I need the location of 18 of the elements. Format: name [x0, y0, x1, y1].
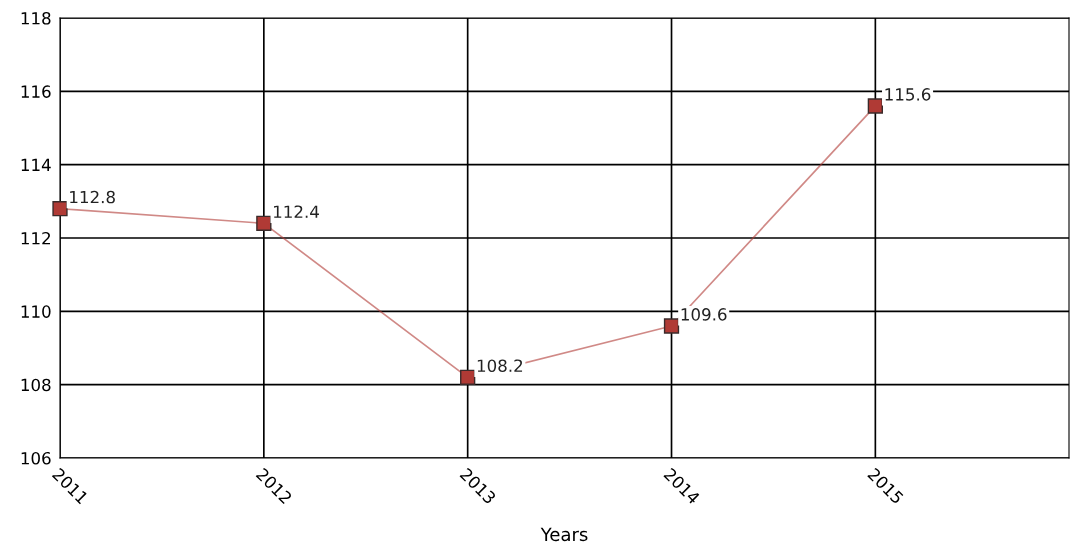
- data-label: 112.8: [70, 190, 115, 204]
- data-label: 112.4: [274, 205, 319, 218]
- x-axis-title: Years: [540, 527, 588, 542]
- point: [460, 369, 476, 385]
- y-tick-label: 108: [21, 378, 51, 392]
- point: [256, 215, 272, 231]
- y-tick-label: 116: [21, 85, 51, 98]
- point: [52, 201, 68, 217]
- y-tick-label: 110: [21, 305, 51, 318]
- y-tick-label: 118: [21, 11, 51, 25]
- y-tick-label: 106: [21, 451, 51, 465]
- point: [663, 318, 680, 334]
- data-label: 115.6: [885, 88, 931, 101]
- y-tick-label: 112: [21, 231, 50, 245]
- point: [867, 98, 883, 114]
- y-tick-label: 114: [21, 158, 51, 171]
- data-label: 108.2: [477, 359, 523, 373]
- data-label: 109.6: [681, 308, 727, 321]
